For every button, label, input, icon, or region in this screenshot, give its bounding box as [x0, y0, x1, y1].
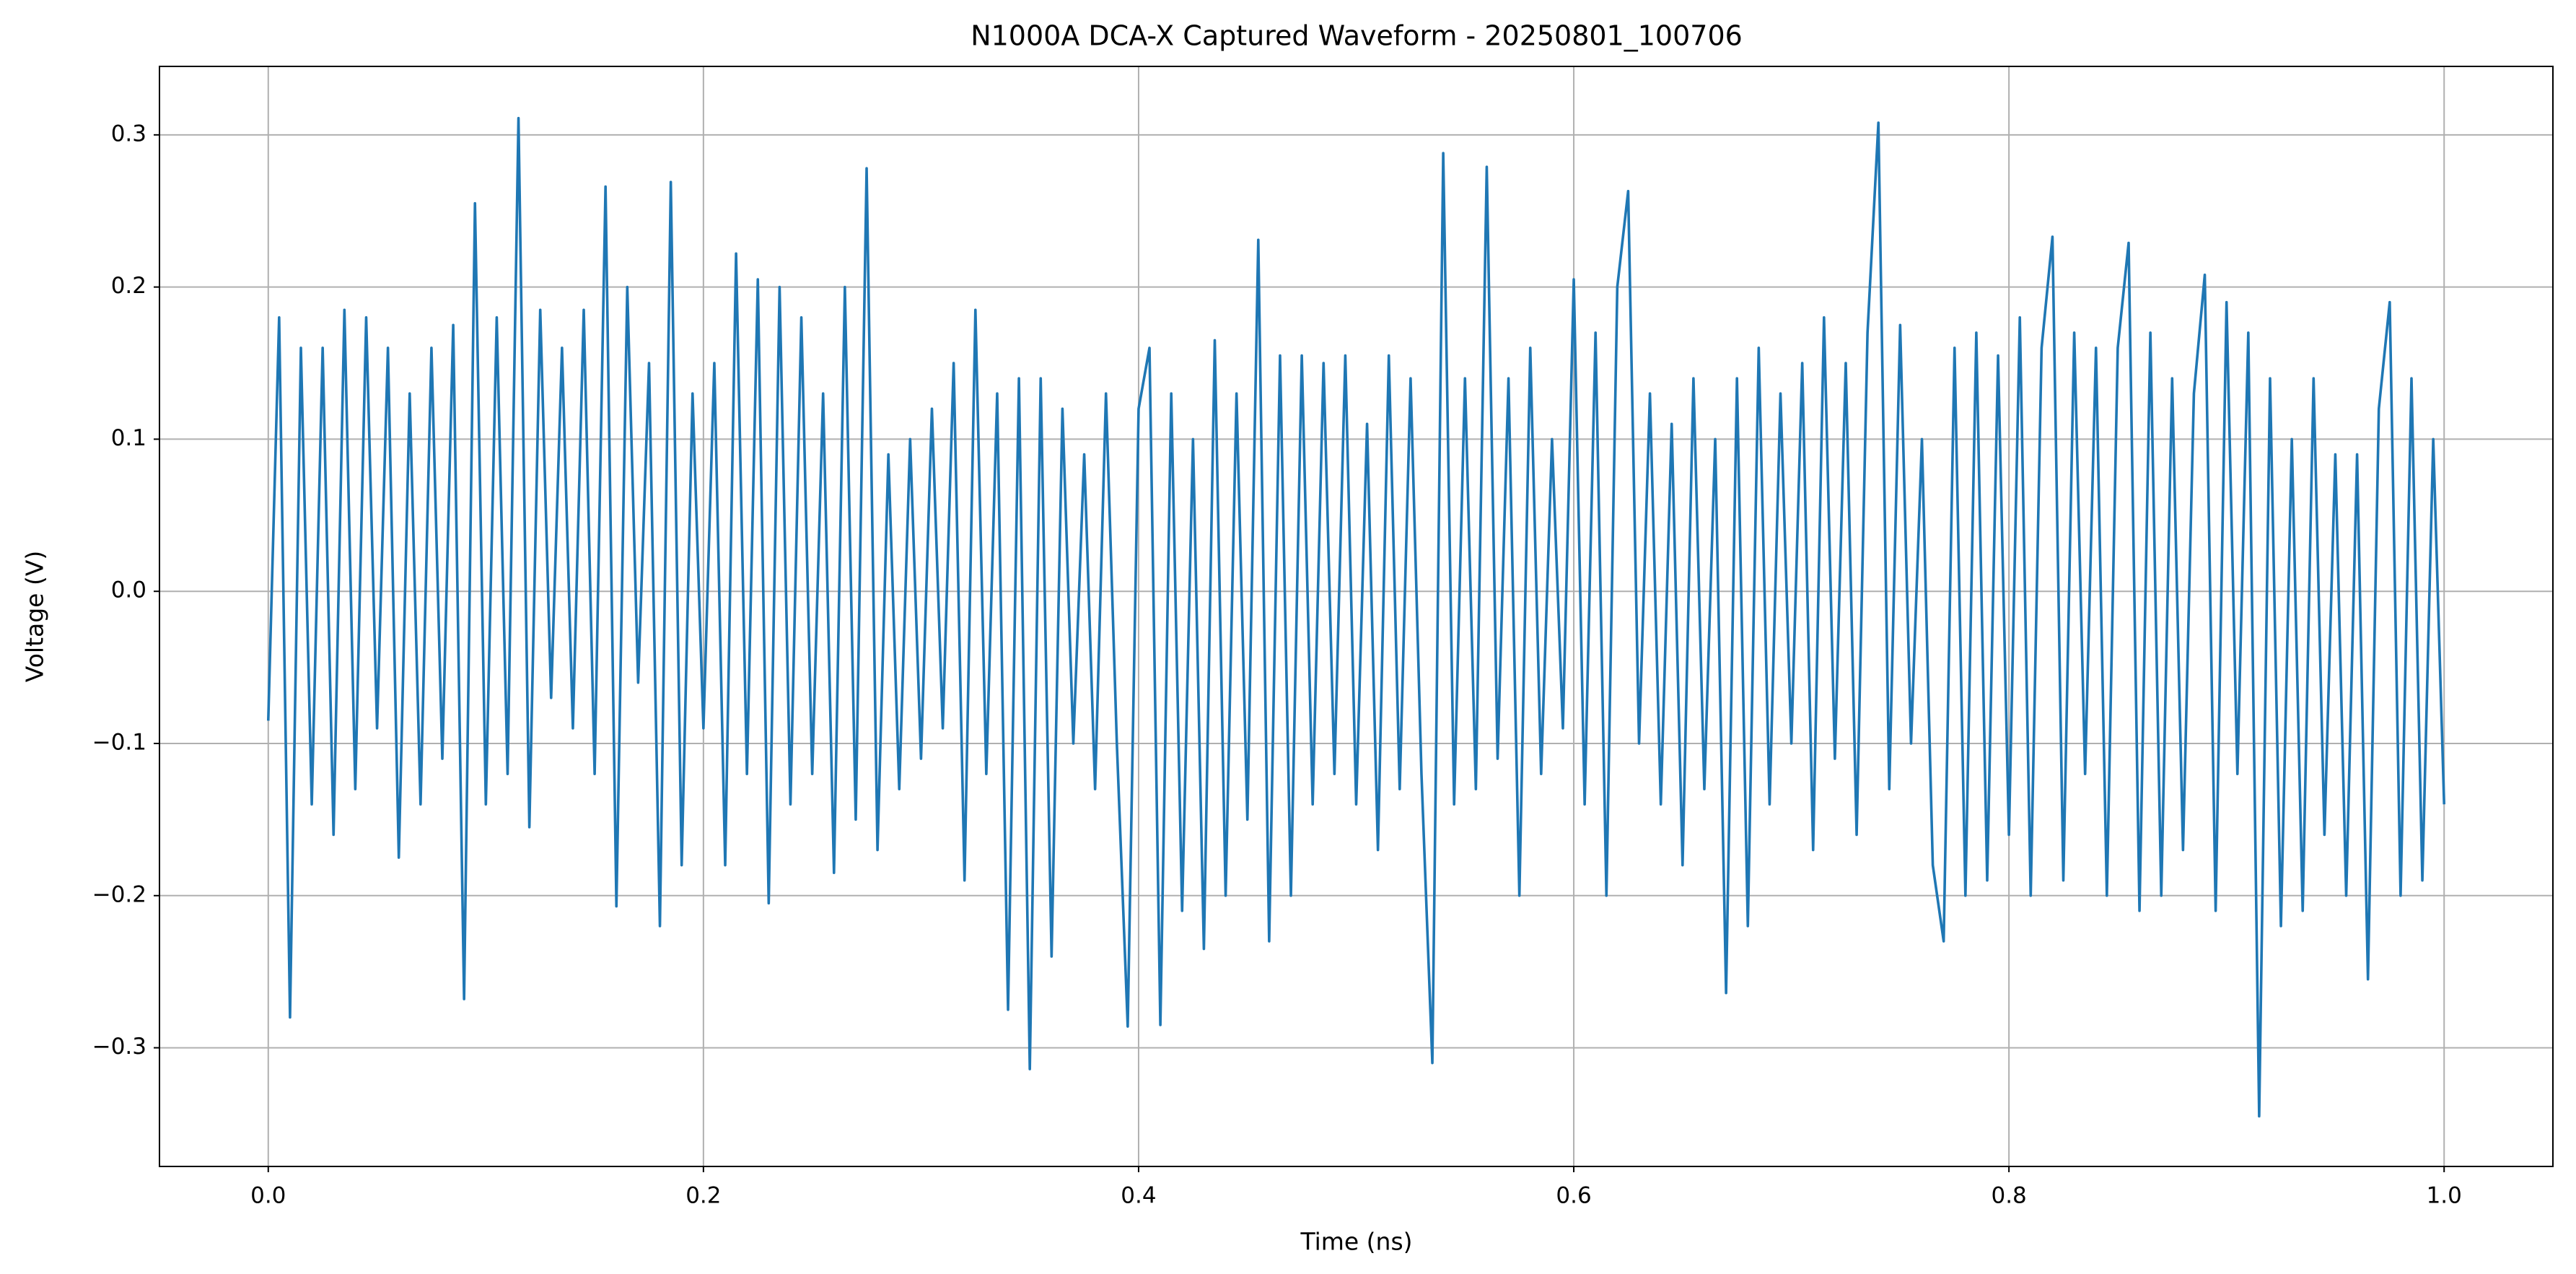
- y-tick-label: 0.1: [111, 425, 146, 451]
- y-tick-label: 0.2: [111, 273, 146, 299]
- y-axis-label: Voltage (V): [21, 551, 49, 683]
- y-tick-label: 0.0: [111, 577, 146, 603]
- x-tick-label: 0.6: [1556, 1183, 1591, 1209]
- y-tick-label: 0.3: [111, 121, 146, 147]
- y-tick-label: −0.2: [92, 881, 146, 907]
- x-axis-label: Time (ns): [1300, 1228, 1412, 1256]
- x-tick-label: 0.8: [1991, 1183, 2026, 1209]
- waveform-line: [266, 116, 2446, 1118]
- x-tick-label: 0.0: [250, 1183, 286, 1209]
- plot-frame: [159, 66, 2554, 1167]
- x-tick-label: 1.0: [2427, 1183, 2462, 1209]
- x-tick-label: 0.4: [1121, 1183, 1156, 1209]
- chart-title: N1000A DCA-X Captured Waveform - 2025080…: [971, 20, 1743, 52]
- y-tick-label: −0.3: [92, 1034, 146, 1060]
- y-tick-label: −0.1: [92, 730, 146, 756]
- x-tick-label: 0.2: [685, 1183, 721, 1209]
